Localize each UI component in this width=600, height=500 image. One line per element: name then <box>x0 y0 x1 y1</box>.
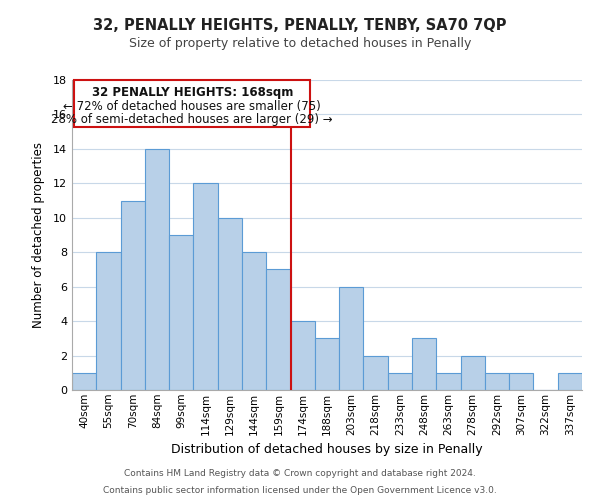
Bar <box>339 286 364 390</box>
Bar <box>266 270 290 390</box>
Bar <box>169 235 193 390</box>
Bar <box>121 200 145 390</box>
Bar <box>145 149 169 390</box>
Text: Size of property relative to detached houses in Penally: Size of property relative to detached ho… <box>129 38 471 51</box>
Bar <box>218 218 242 390</box>
FancyBboxPatch shape <box>74 80 310 126</box>
Text: 28% of semi-detached houses are larger (29) →: 28% of semi-detached houses are larger (… <box>52 112 333 126</box>
Bar <box>388 373 412 390</box>
Bar <box>242 252 266 390</box>
Bar <box>96 252 121 390</box>
Text: ← 72% of detached houses are smaller (75): ← 72% of detached houses are smaller (75… <box>64 100 321 113</box>
Y-axis label: Number of detached properties: Number of detached properties <box>32 142 44 328</box>
Bar <box>364 356 388 390</box>
Bar <box>290 321 315 390</box>
Text: Contains HM Land Registry data © Crown copyright and database right 2024.: Contains HM Land Registry data © Crown c… <box>124 468 476 477</box>
Bar <box>193 184 218 390</box>
Text: 32, PENALLY HEIGHTS, PENALLY, TENBY, SA70 7QP: 32, PENALLY HEIGHTS, PENALLY, TENBY, SA7… <box>93 18 507 32</box>
Bar <box>436 373 461 390</box>
X-axis label: Distribution of detached houses by size in Penally: Distribution of detached houses by size … <box>171 443 483 456</box>
Bar <box>509 373 533 390</box>
Bar <box>315 338 339 390</box>
Bar <box>72 373 96 390</box>
Bar <box>412 338 436 390</box>
Bar <box>485 373 509 390</box>
Text: 32 PENALLY HEIGHTS: 168sqm: 32 PENALLY HEIGHTS: 168sqm <box>92 86 293 99</box>
Bar <box>558 373 582 390</box>
Text: Contains public sector information licensed under the Open Government Licence v3: Contains public sector information licen… <box>103 486 497 495</box>
Bar <box>461 356 485 390</box>
